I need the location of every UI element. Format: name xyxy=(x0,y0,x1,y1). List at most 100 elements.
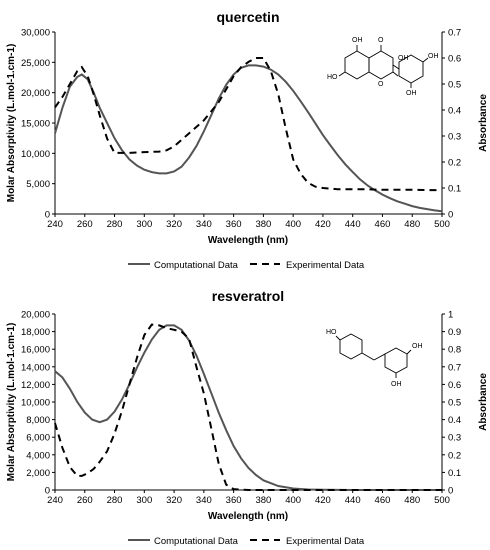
y-left-tick-label: 2,000 xyxy=(26,468,50,479)
y-left-tick-label: 10,000 xyxy=(21,149,50,160)
y-right-tick-label: 0.9 xyxy=(448,327,461,338)
x-tick-label: 420 xyxy=(315,495,331,506)
y-left-tick-label: 14,000 xyxy=(21,362,50,373)
y-left-tick-label: 5,000 xyxy=(26,179,50,190)
chart-title: resveratrol xyxy=(212,288,284,304)
y-left-tick-label: 4,000 xyxy=(26,450,50,461)
y-left-tick-label: 8,000 xyxy=(26,415,50,426)
x-tick-label: 420 xyxy=(315,219,331,230)
y-axis-left-label: Molar Absorptivity (L.mol-1.cm-1) xyxy=(6,44,17,203)
x-tick-label: 500 xyxy=(434,219,450,230)
y-right-tick-label: 1 xyxy=(448,310,453,321)
y-left-tick-label: 6,000 xyxy=(26,433,50,444)
y-left-tick-label: 20,000 xyxy=(21,310,50,321)
y-right-tick-label: 0.6 xyxy=(448,54,461,65)
structure-label: OH xyxy=(412,343,423,350)
legend: Computational Data Experimental Data xyxy=(128,536,365,547)
structure-label: OH xyxy=(406,90,417,97)
y-left-tick-labels: 0 5,000 10,000 15,000 20,000 25,000 30,000 xyxy=(21,28,55,221)
y-left-tick-label: 18,000 xyxy=(21,327,50,338)
x-tick-label: 380 xyxy=(255,495,271,506)
y-right-tick-label: 0.5 xyxy=(448,80,461,91)
y-axis-left-label: Molar Absorptivity (L.mol-1.cm-1) xyxy=(6,323,17,482)
resveratrol-structure xyxy=(335,333,412,378)
series-computational-line xyxy=(54,64,443,213)
structure-label: OH xyxy=(391,381,402,388)
structure-label: OH xyxy=(428,53,439,60)
x-axis-label: Wavelength (nm) xyxy=(208,235,288,246)
y-right-tick-label: 0.4 xyxy=(448,415,461,426)
x-tick-label: 340 xyxy=(196,495,212,506)
y-right-tick-label: 0.2 xyxy=(448,450,461,461)
y-right-tick-label: 0.5 xyxy=(448,398,461,409)
x-tick-label: 500 xyxy=(434,495,450,506)
y-left-tick-label: 0 xyxy=(45,210,50,221)
y-left-tick-label: 15,000 xyxy=(21,119,50,130)
x-tick-label: 320 xyxy=(166,495,182,506)
x-tick-label: 300 xyxy=(136,495,152,506)
y-left-tick-label: 25,000 xyxy=(21,58,50,69)
y-right-tick-label: 0.7 xyxy=(448,362,461,373)
y-left-tick-label: 20,000 xyxy=(21,88,50,99)
series-experimental-line xyxy=(54,323,442,491)
x-tick-label: 280 xyxy=(107,219,123,230)
x-tick-label: 360 xyxy=(226,219,242,230)
x-tick-label: 340 xyxy=(196,219,212,230)
y-left-tick-label: 0 xyxy=(45,486,50,497)
x-tick-label: 360 xyxy=(226,495,242,506)
y-axis-right-label: Absorbance xyxy=(478,94,489,152)
x-tick-label: 280 xyxy=(107,495,123,506)
legend-computational-label: Computational Data xyxy=(154,260,239,271)
chart-title: quercetin xyxy=(216,9,279,25)
y-right-tick-label: 0.3 xyxy=(448,433,461,444)
x-tick-label: 400 xyxy=(285,495,301,506)
y-left-tick-label: 12,000 xyxy=(21,380,50,391)
y-right-tick-label: 0 xyxy=(448,486,453,497)
legend-experimental-label: Experimental Data xyxy=(286,260,365,271)
x-tick-label: 440 xyxy=(345,495,361,506)
quercetin-structure xyxy=(338,45,429,88)
y-right-tick-label: 0.2 xyxy=(448,158,461,169)
chart-resveratrol: resveratrol 240 260 280 300 320 340 360 380 400 4… xyxy=(6,288,489,547)
y-right-tick-label: 0.7 xyxy=(448,28,461,39)
y-left-tick-label: 10,000 xyxy=(21,398,50,409)
legend-experimental-label: Experimental Data xyxy=(286,536,365,547)
chart-quercetin: quercetin 240 260 280 300 320 340 360 380 400 420… xyxy=(6,9,489,271)
y-right-tick-labels: 0 0.1 0.2 0.3 0.4 0.5 0.6 0.7 0.8 0.9 1 xyxy=(442,310,461,497)
y-right-tick-label: 0.6 xyxy=(448,380,461,391)
x-tick-label: 260 xyxy=(77,495,93,506)
x-tick-labels: 240 260 280 300 320 340 360 380 400 420 440 460 480 5… xyxy=(47,214,450,230)
x-tick-label: 400 xyxy=(285,219,301,230)
structure-label: HO xyxy=(327,74,338,81)
y-right-tick-label: 0.1 xyxy=(448,184,461,195)
structure-label: HO xyxy=(326,329,337,336)
x-tick-label: 320 xyxy=(166,219,182,230)
structure-label: OH xyxy=(398,55,409,62)
x-tick-label: 460 xyxy=(375,495,391,506)
x-tick-label: 260 xyxy=(77,219,93,230)
y-axis-right-label: Absorbance xyxy=(478,373,489,431)
x-tick-label: 480 xyxy=(404,219,420,230)
y-left-tick-labels: 0 2,000 4,000 6,000 8,000 10,000 12,000 14,000 1… xyxy=(21,310,55,497)
y-right-tick-label: 0.3 xyxy=(448,132,461,143)
y-right-tick-labels: 0 0.1 0.2 0.3 0.4 0.5 0.6 0.7 xyxy=(442,28,461,221)
series-experimental-line xyxy=(54,57,442,192)
y-right-tick-label: 0.4 xyxy=(448,106,461,117)
legend: Computational Data Experimental Data xyxy=(128,260,365,271)
y-right-tick-label: 0 xyxy=(448,210,453,221)
x-axis-label: Wavelength (nm) xyxy=(208,511,288,522)
x-tick-label: 300 xyxy=(136,219,152,230)
x-tick-label: 460 xyxy=(375,219,391,230)
x-tick-label: 240 xyxy=(47,495,63,506)
y-right-tick-label: 0.8 xyxy=(448,345,461,356)
structure-label: OH xyxy=(352,37,363,44)
structure-label: O xyxy=(378,37,384,44)
x-tick-label: 240 xyxy=(47,219,63,230)
y-left-tick-label: 30,000 xyxy=(21,28,50,39)
x-tick-label: 480 xyxy=(404,495,420,506)
structure-label: O xyxy=(378,81,384,88)
x-tick-label: 380 xyxy=(255,219,271,230)
series-computational-line xyxy=(54,324,442,491)
y-left-tick-label: 16,000 xyxy=(21,345,50,356)
